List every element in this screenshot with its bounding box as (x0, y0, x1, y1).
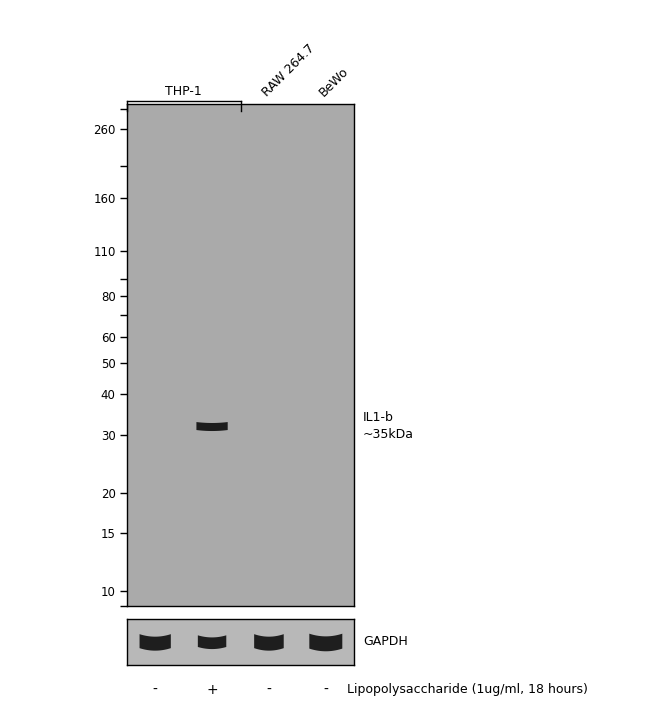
Polygon shape (309, 634, 343, 651)
Polygon shape (198, 635, 226, 649)
Text: Lipopolysaccharide (1ug/ml, 18 hours): Lipopolysaccharide (1ug/ml, 18 hours) (346, 683, 588, 696)
Text: GAPDH: GAPDH (363, 635, 408, 647)
Polygon shape (254, 634, 284, 650)
Text: THP-1: THP-1 (165, 85, 202, 98)
Text: -: - (266, 683, 272, 698)
Text: RAW 264.7: RAW 264.7 (260, 42, 317, 99)
Text: -: - (324, 683, 328, 698)
Text: -: - (153, 683, 157, 698)
Text: BeWo: BeWo (317, 65, 351, 99)
Polygon shape (196, 422, 227, 431)
Text: +: + (206, 683, 218, 698)
Text: IL1-b
~35kDa: IL1-b ~35kDa (363, 411, 414, 441)
Polygon shape (140, 634, 171, 650)
